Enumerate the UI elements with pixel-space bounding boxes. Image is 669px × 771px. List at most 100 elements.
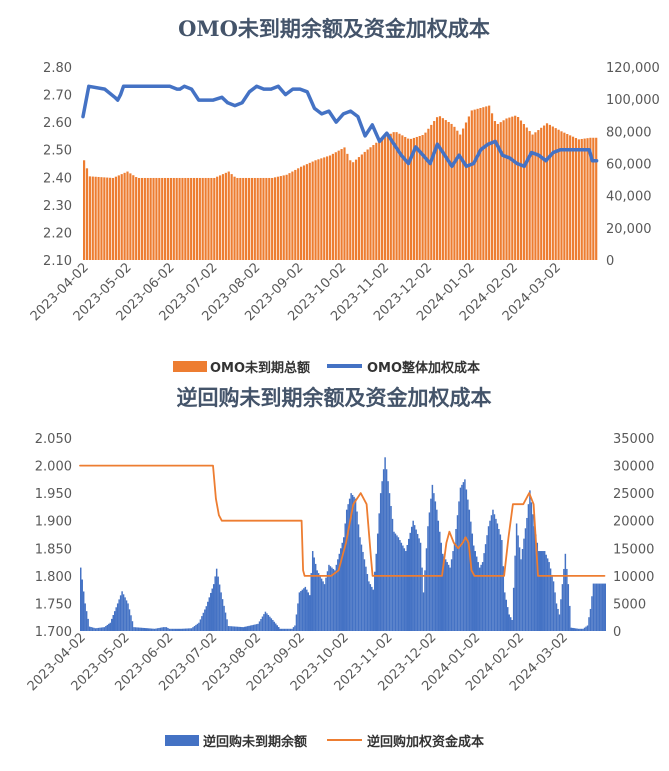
bar — [215, 568, 218, 631]
bar — [158, 627, 160, 631]
right-tick-label: 40,000 — [606, 190, 652, 205]
bar — [282, 628, 284, 631]
bar — [471, 533, 474, 631]
bar — [496, 123, 499, 260]
bar — [307, 592, 310, 631]
bar — [196, 623, 199, 631]
bar — [280, 628, 283, 631]
bar — [109, 622, 112, 631]
bar — [131, 621, 134, 631]
bar — [486, 535, 488, 631]
bar — [322, 581, 324, 631]
bar — [289, 628, 292, 631]
bar — [353, 496, 355, 631]
bar — [169, 177, 172, 260]
bar — [142, 627, 144, 631]
bar — [516, 117, 520, 260]
bar — [128, 609, 131, 631]
bar — [140, 177, 144, 260]
bar — [257, 623, 259, 631]
bar — [149, 628, 151, 631]
bar — [505, 118, 508, 260]
bar — [295, 614, 298, 631]
bar — [450, 123, 453, 260]
bar — [378, 140, 381, 260]
left-tick-label: 1.900 — [35, 515, 72, 530]
bar — [123, 172, 126, 260]
line-series — [81, 84, 599, 169]
bar — [199, 619, 202, 631]
bar — [332, 568, 335, 631]
bar — [184, 177, 187, 260]
bar — [168, 628, 171, 631]
bar — [263, 614, 265, 631]
right-tick-label: 100,000 — [606, 93, 660, 108]
bar — [127, 603, 129, 631]
bar — [574, 628, 577, 631]
bar — [443, 556, 445, 631]
bar — [331, 153, 335, 260]
bar — [490, 113, 494, 260]
bar — [244, 626, 246, 631]
bar — [352, 162, 355, 260]
bar — [328, 564, 330, 631]
bar — [580, 138, 583, 260]
bar — [390, 506, 392, 631]
bar — [236, 626, 239, 631]
bar — [334, 570, 336, 631]
bar — [425, 548, 428, 631]
bar — [84, 603, 86, 631]
bar — [419, 542, 422, 631]
bar — [561, 584, 564, 631]
bar — [242, 177, 245, 260]
bar — [140, 627, 143, 631]
bar — [444, 559, 447, 631]
left-tick-label: 2.30 — [43, 199, 72, 214]
bar — [501, 540, 503, 631]
right-tick-label: 20000 — [613, 515, 654, 530]
bar — [239, 626, 242, 631]
bar — [323, 157, 326, 260]
bar — [288, 628, 290, 631]
bar — [235, 626, 237, 631]
bar — [189, 628, 191, 631]
bar — [121, 591, 123, 631]
left-tick-label: 2.050 — [35, 432, 72, 447]
bar — [325, 577, 327, 631]
bar — [483, 553, 485, 631]
bar — [316, 570, 318, 631]
bar — [564, 553, 567, 631]
bar — [492, 509, 494, 631]
bar — [338, 553, 341, 631]
bar — [267, 615, 270, 631]
bar — [477, 562, 479, 631]
bar — [356, 511, 358, 631]
bar — [570, 627, 573, 631]
bar — [114, 176, 118, 260]
bar — [424, 570, 426, 631]
bar — [85, 168, 89, 260]
bar — [566, 134, 569, 260]
bar — [134, 627, 137, 631]
legend-label-bar: OMO未到期总额 — [210, 360, 310, 376]
bar — [458, 501, 460, 631]
bar — [252, 624, 255, 631]
bar — [386, 135, 389, 260]
bar — [122, 594, 125, 631]
bar — [328, 155, 332, 260]
bar — [474, 551, 476, 631]
bar — [409, 532, 411, 631]
bar — [436, 509, 438, 631]
bar — [349, 160, 352, 260]
bar — [481, 562, 484, 631]
bar — [223, 605, 225, 631]
bar — [536, 542, 539, 631]
left-tick-label: 1.700 — [35, 625, 72, 640]
bar — [224, 172, 227, 260]
bar — [272, 619, 274, 631]
bar — [600, 583, 602, 631]
bar — [447, 564, 450, 631]
bar — [88, 626, 91, 631]
bar — [212, 584, 215, 631]
right-tick-label: 30000 — [613, 460, 654, 475]
